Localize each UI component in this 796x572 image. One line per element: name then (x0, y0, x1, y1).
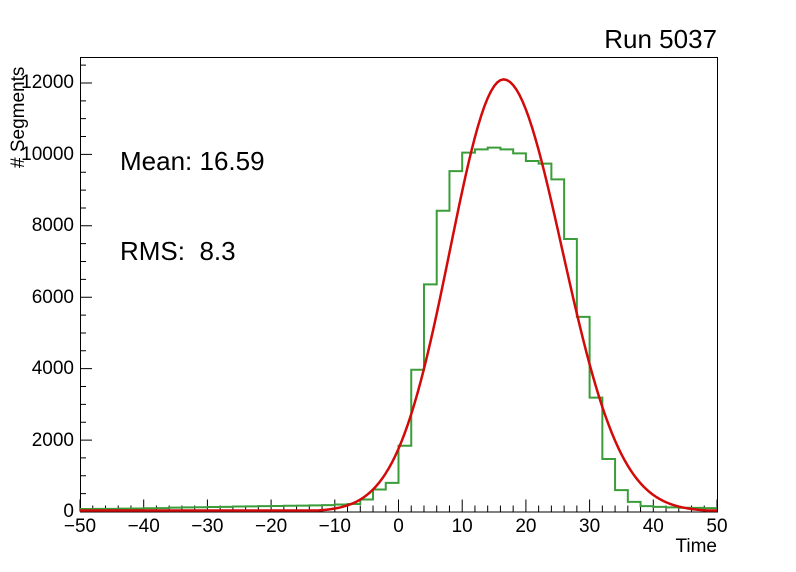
y-tick-label: 6000 (31, 286, 74, 308)
x-tick-label: 10 (451, 516, 473, 537)
x-tick-label: −50 (63, 516, 97, 537)
x-axis-title: Time (675, 536, 717, 557)
x-tick-label: −20 (254, 516, 288, 537)
plot-frame (80, 57, 718, 513)
x-tick-label: −10 (318, 516, 351, 537)
x-tick-label: 30 (579, 516, 601, 537)
x-tick-label: −40 (127, 516, 160, 537)
fit-curve (80, 78, 717, 512)
x-tick-label: 40 (642, 516, 664, 537)
x-tick-label: 0 (393, 516, 404, 537)
y-tick-label: 2000 (31, 429, 74, 451)
x-tick-label: −30 (191, 516, 224, 537)
x-tick-label: 50 (706, 516, 728, 537)
stats-box: Mean: 16.59 RMS: 8.3 (120, 86, 265, 326)
stats-mean: Mean: 16.59 (120, 146, 265, 176)
y-tick-label: 0 (63, 501, 74, 522)
plot-title: Run 5037 (604, 24, 717, 54)
x-tick-label: 20 (515, 516, 537, 537)
y-tick-label: 12000 (21, 72, 74, 94)
y-tick-label: 10000 (21, 143, 74, 165)
y-tick-label: 8000 (31, 215, 74, 237)
y-tick-label: 4000 (31, 358, 74, 380)
stats-rms: RMS: 8.3 (120, 236, 236, 266)
